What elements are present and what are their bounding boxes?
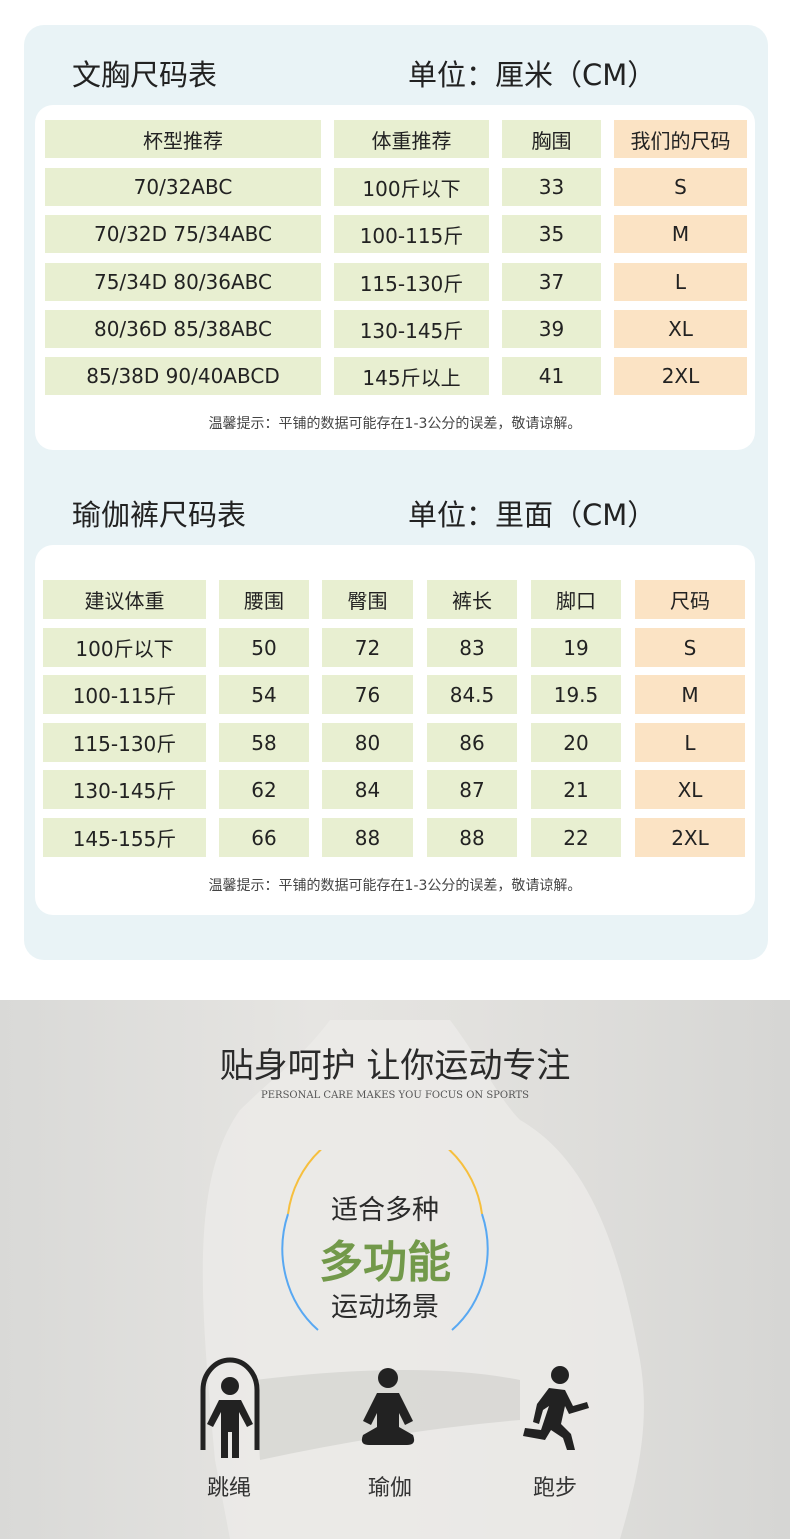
table-cell: 22	[531, 818, 621, 857]
table-header-cell: 臀围	[322, 580, 413, 619]
table-cell: 35	[502, 215, 601, 253]
jump-rope-icon	[200, 1357, 260, 1458]
table-cell: 130-145斤	[334, 310, 489, 348]
table-cell: 19	[531, 628, 621, 667]
table-header-cell: 腰围	[219, 580, 309, 619]
pants-note: 温馨提示：平铺的数据可能存在1-3公分的误差，敬请谅解。	[208, 878, 582, 894]
table-cell: 86	[427, 723, 517, 762]
table-cell: 70/32D 75/34ABC	[45, 215, 321, 253]
table-cell: 80/36D 85/38ABC	[45, 310, 321, 348]
promo-line3: 运动场景	[331, 1292, 439, 1323]
table-cell: 62	[219, 770, 309, 809]
promo-subtitle: PERSONAL CARE MAKES YOU FOCUS ON SPORTS	[261, 1090, 529, 1101]
table-cell: 115-130斤	[43, 723, 206, 762]
table-cell: 145-155斤	[43, 818, 206, 857]
bra-note: 温馨提示：平铺的数据可能存在1-3公分的误差，敬请谅解。	[208, 416, 582, 432]
table-header-cell: 裤长	[427, 580, 517, 619]
table-cell: M	[635, 675, 745, 714]
pants-chart-title: 瑜伽裤尺码表	[72, 498, 247, 532]
activity-label-running: 跑步	[532, 1476, 577, 1501]
table-cell: 2XL	[614, 357, 747, 395]
table-cell: 100-115斤	[334, 215, 489, 253]
activity-label-jump-rope: 跳绳	[206, 1476, 251, 1501]
arc-decoration	[281, 1150, 489, 1331]
table-cell: 75/34D 80/36ABC	[45, 263, 321, 301]
table-cell: 83	[427, 628, 517, 667]
table-cell: XL	[614, 310, 747, 348]
table-cell: 76	[322, 675, 413, 714]
table-cell: L	[614, 263, 747, 301]
table-header-cell: 建议体重	[43, 580, 206, 619]
running-icon	[523, 1366, 589, 1450]
table-cell: 72	[322, 628, 413, 667]
table-cell: 80	[322, 723, 413, 762]
table-cell: 145斤以上	[334, 357, 489, 395]
table-header-cell: 脚口	[531, 580, 621, 619]
table-cell: 100斤以下	[334, 168, 489, 206]
table-cell: 87	[427, 770, 517, 809]
table-cell: 41	[502, 357, 601, 395]
pants-size-table: 温馨提示：平铺的数据可能存在1-3公分的误差，敬请谅解。 建议体重 腰围 臀围 裤长脚…	[35, 545, 755, 915]
table-cell: 100-115斤	[43, 675, 206, 714]
table-cell: 54	[219, 675, 309, 714]
yoga-icon	[361, 1368, 415, 1445]
promo-line1: 适合多种	[331, 1195, 439, 1226]
bra-size-table: 温馨提示：平铺的数据可能存在1-3公分的误差，敬请谅解。 杯型推荐 体重推荐 胸围我…	[35, 105, 755, 450]
table-cell: 20	[531, 723, 621, 762]
promo-banner: 贴身呵护 让你运动专注 PERSONAL CARE MAKES YOU FOCU…	[0, 1000, 790, 1539]
table-header-cell: 胸围	[502, 120, 601, 158]
table-cell: S	[614, 168, 747, 206]
bra-chart-unit: 单位：厘米（CM）	[408, 58, 657, 92]
table-cell: M	[614, 215, 747, 253]
table-cell: 88	[427, 818, 517, 857]
table-cell: 100斤以下	[43, 628, 206, 667]
pants-chart-unit: 单位：里面（CM）	[408, 498, 657, 532]
table-cell: 84	[322, 770, 413, 809]
table-cell: L	[635, 723, 745, 762]
table-cell: 84.5	[427, 675, 517, 714]
table-cell: 130-145斤	[43, 770, 206, 809]
promo-title: 贴身呵护 让你运动专注	[219, 1046, 571, 1086]
table-cell: 37	[502, 263, 601, 301]
bra-chart-title: 文胸尺码表	[72, 58, 218, 92]
table-cell: 70/32ABC	[45, 168, 321, 206]
table-cell: S	[635, 628, 745, 667]
table-header-cell: 体重推荐	[334, 120, 489, 158]
table-cell: 19.5	[531, 675, 621, 714]
table-cell: 50	[219, 628, 309, 667]
table-cell: 58	[219, 723, 309, 762]
table-cell: XL	[635, 770, 745, 809]
table-cell: 115-130斤	[334, 263, 489, 301]
table-cell: 33	[502, 168, 601, 206]
table-header-cell: 杯型推荐	[45, 120, 321, 158]
table-cell: 21	[531, 770, 621, 809]
table-cell: 2XL	[635, 818, 745, 857]
table-cell: 88	[322, 818, 413, 857]
table-cell: 39	[502, 310, 601, 348]
table-header-cell: 我们的尺码	[614, 120, 747, 158]
promo-highlight: 多功能	[319, 1237, 451, 1288]
table-cell: 66	[219, 818, 309, 857]
table-cell: 85/38D 90/40ABCD	[45, 357, 321, 395]
table-header-cell: 尺码	[635, 580, 745, 619]
activity-label-yoga: 瑜伽	[367, 1476, 412, 1501]
